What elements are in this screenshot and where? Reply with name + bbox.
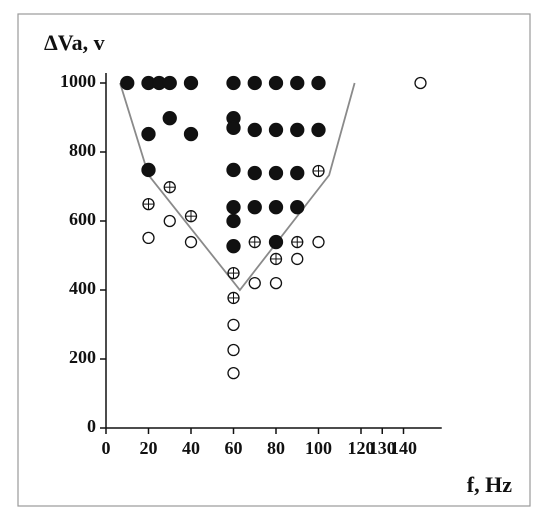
filled-point (247, 200, 262, 215)
filled-point (247, 75, 262, 91)
filled-point (226, 75, 241, 91)
filled-point (183, 75, 199, 91)
x-tick-label: 130 (369, 438, 396, 458)
filled-point (141, 126, 156, 142)
y-tick-label: 400 (69, 278, 96, 298)
open-point (312, 235, 325, 249)
filled-point (290, 122, 305, 138)
filled-point (162, 111, 177, 126)
y-tick-label: 800 (69, 140, 96, 160)
filled-point (311, 122, 326, 138)
filled-point (290, 75, 305, 91)
open-point (269, 276, 283, 290)
filled-point (268, 200, 284, 215)
open-point (248, 276, 261, 290)
open-point (414, 76, 427, 90)
filled-point (290, 165, 305, 181)
x-tick-label: 60 (225, 438, 243, 458)
filled-point (268, 165, 284, 181)
x-tick-label: 20 (140, 438, 158, 458)
open-point (227, 318, 240, 331)
x-tick-label: 80 (267, 438, 285, 458)
filled-point (311, 75, 326, 91)
x-tick-label: 120 (348, 438, 375, 458)
filled-point (247, 165, 262, 181)
filled-point (226, 120, 241, 135)
boundary-line (119, 82, 356, 292)
filled-point (268, 122, 284, 138)
open-point (184, 235, 198, 249)
y-tick-label: 1000 (60, 71, 96, 91)
x-axis-label: f, Hz (467, 472, 512, 497)
filled-point (247, 122, 262, 138)
y-tick-label: 0 (87, 416, 96, 436)
open-point (227, 343, 240, 357)
y-axis-label: ΔVa, v (44, 30, 105, 55)
filled-point (226, 213, 241, 229)
x-tick-label: 40 (182, 438, 200, 458)
filled-point (268, 234, 284, 250)
x-tick-label: 0 (102, 438, 111, 458)
y-tick-label: 600 (69, 209, 96, 229)
filled-point (162, 75, 177, 91)
filled-point (268, 75, 284, 91)
filled-point (141, 162, 156, 178)
filled-point (226, 239, 241, 254)
y-tick-label: 200 (69, 347, 96, 367)
filled-point (183, 126, 199, 142)
open-point (291, 252, 304, 266)
filled-point (120, 75, 135, 91)
filled-point (290, 200, 305, 215)
open-point (227, 366, 240, 380)
x-tick-label: 140 (390, 438, 417, 458)
filled-point (226, 162, 241, 178)
filled-point (226, 200, 241, 215)
open-point (142, 231, 155, 245)
open-point (163, 214, 176, 228)
x-tick-label: 100 (305, 438, 332, 458)
